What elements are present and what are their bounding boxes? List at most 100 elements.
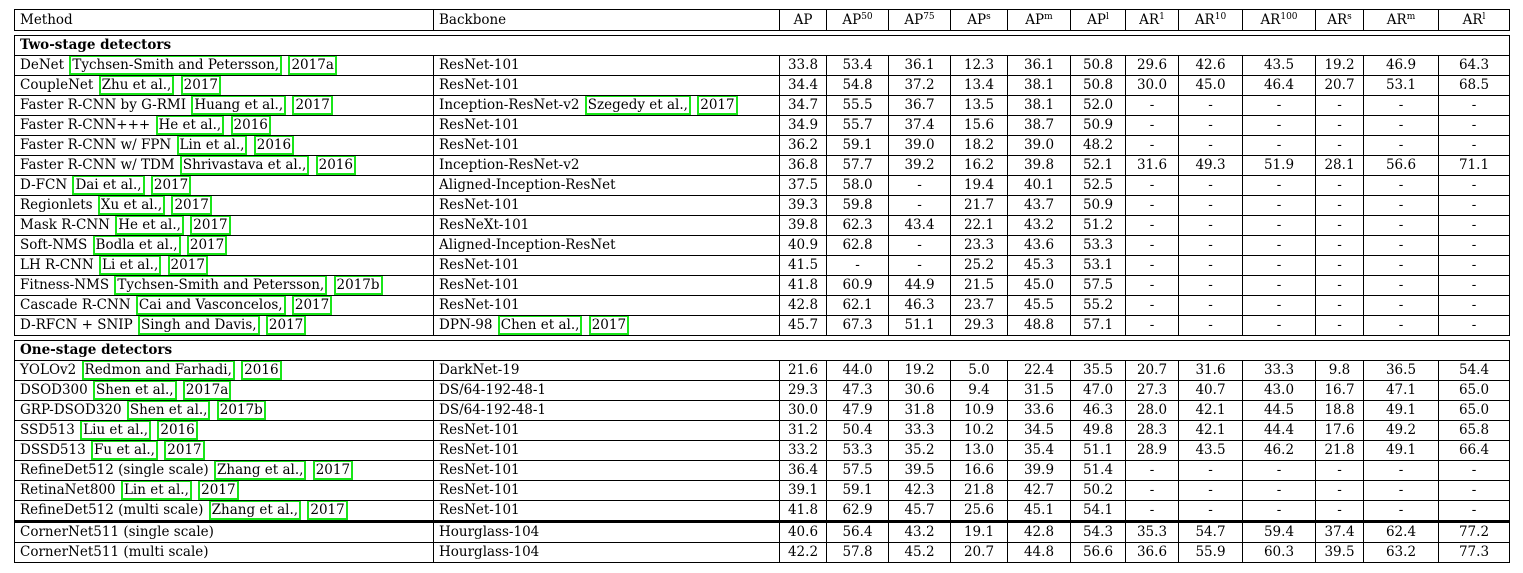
citation-link[interactable]: 2017b <box>216 401 266 420</box>
value-cell: - <box>1438 135 1510 156</box>
citation-link[interactable]: 2017a <box>182 381 232 400</box>
table-row: Faster R-CNN by G-RMI Huang et al., 2017… <box>14 95 1510 116</box>
table-row: Faster R-CNN w/ FPN Lin et al., 2016 ResN… <box>14 135 1510 156</box>
value-cell: - <box>1315 315 1364 336</box>
backbone-cell: ResNet-101 <box>433 255 780 276</box>
section-header-row: One-stage detectors <box>14 340 1510 361</box>
value-cell: 46.3 <box>1070 400 1126 421</box>
citation-link[interactable]: Fu et al., <box>90 441 158 460</box>
value-cell: - <box>1363 195 1439 216</box>
backbone-cell: ResNet-101 <box>433 460 780 481</box>
value-cell: 59.8 <box>826 195 889 216</box>
backbone-cell: DS/64-192-48-1 <box>433 400 780 421</box>
value-cell: - <box>1242 195 1316 216</box>
method-cell: DeNet Tychsen-Smith and Petersson, 2017a <box>14 55 434 76</box>
value-cell: - <box>826 255 889 276</box>
citation-link[interactable]: Cai and Vasconcelos, <box>135 296 286 315</box>
citation-link[interactable]: Redmon and Farhadi, <box>81 361 235 380</box>
citation-link[interactable]: Singh and Davis, <box>137 316 260 335</box>
citation-link[interactable]: 2017 <box>164 441 205 460</box>
cell-text <box>178 382 182 398</box>
value-cell: 67.3 <box>826 315 889 336</box>
metric-base: AR <box>1327 11 1348 28</box>
citation-link[interactable]: 2016 <box>241 361 282 380</box>
citation-link[interactable]: Lin et al., <box>176 136 248 155</box>
citation-link[interactable]: Shrivastava et al., <box>179 156 310 175</box>
citation-link[interactable]: 2017 <box>697 96 738 115</box>
cell-text <box>146 177 150 193</box>
citation-link[interactable]: He et al., <box>155 116 225 135</box>
citation-link[interactable]: Zhang et al., <box>208 501 302 520</box>
citation-link[interactable]: 2016 <box>315 156 356 175</box>
cell-text: D-FCN <box>20 177 72 193</box>
citation-link[interactable]: Xu et al., <box>97 196 166 215</box>
value-cell: - <box>1363 480 1439 501</box>
citation-link[interactable]: Zhu et al., <box>98 76 175 95</box>
value-cell: 38.1 <box>1007 95 1071 116</box>
backbone-cell: Aligned-Inception-ResNet <box>433 235 780 256</box>
citation-link[interactable]: He et al., <box>115 216 184 235</box>
value-cell: 49.1 <box>1363 400 1439 421</box>
citation-link[interactable]: 2017a <box>288 56 337 75</box>
cell-text <box>283 57 287 73</box>
citation-link[interactable]: 2016 <box>157 421 198 440</box>
citation-link[interactable]: Bodla et al., <box>92 236 181 255</box>
citation-link[interactable]: Tychsen-Smith and Petersson, <box>69 56 283 75</box>
citation-link[interactable]: Huang et al., <box>191 96 287 115</box>
value-cell: - <box>1363 175 1439 196</box>
metric-base: AR <box>1139 11 1160 28</box>
citation-link[interactable]: Lin et al., <box>120 481 192 500</box>
value-cell: 18.8 <box>1315 400 1364 421</box>
cell-text <box>261 317 265 333</box>
cell-text: DPN-98 <box>439 317 497 333</box>
value-cell: 56.6 <box>1070 542 1126 563</box>
citation-link[interactable]: Liu et al., <box>80 421 152 440</box>
value-cell: - <box>1178 175 1243 196</box>
value-cell: - <box>1125 315 1179 336</box>
citation-link[interactable]: 2017 <box>167 256 208 275</box>
cell-text: CoupleNet <box>20 77 98 93</box>
citation-link[interactable]: 2017 <box>198 481 239 500</box>
cell-text <box>182 237 186 253</box>
citation-link[interactable]: Szegedy et al., <box>584 96 691 115</box>
citation-link[interactable]: Shen et al., <box>126 401 211 420</box>
citation-link[interactable]: 2017b <box>333 276 383 295</box>
citation-link[interactable]: 2017 <box>312 461 354 480</box>
value-cell: - <box>1363 235 1439 256</box>
citation-link[interactable]: Li et al., <box>99 256 162 275</box>
citation-link[interactable]: 2017 <box>180 76 221 95</box>
citation-link[interactable]: 2017 <box>292 96 333 115</box>
citation-link[interactable]: Chen et al., <box>497 316 583 335</box>
citation-link[interactable]: 2017 <box>150 176 192 195</box>
citation-link[interactable]: 2017 <box>265 316 307 335</box>
value-cell: 39.0 <box>1007 135 1071 156</box>
value-cell: - <box>1315 95 1364 116</box>
citation-link[interactable]: Shen et al., <box>93 381 177 400</box>
cell-text <box>248 137 252 153</box>
citation-link[interactable]: 2017 <box>171 196 212 215</box>
citation-link[interactable]: 2017 <box>186 236 228 255</box>
value-cell: 45.7 <box>779 315 827 336</box>
value-cell: 35.5 <box>1070 360 1126 381</box>
results-table: Method Backbone AP AP50 AP75 APs APm APl AR1 AR10… <box>14 9 1510 563</box>
cell-text: DeNet <box>20 57 69 73</box>
cell-text: Faster R-CNN w/ FPN <box>20 137 176 153</box>
citation-link[interactable]: Zhang et al., <box>214 461 307 480</box>
citation-link[interactable]: 2016 <box>230 116 271 135</box>
citation-link[interactable]: 2017 <box>291 296 333 315</box>
cell-text: DSOD300 <box>20 382 93 398</box>
header-metric: AR100 <box>1242 9 1316 31</box>
value-cell: - <box>1315 480 1364 501</box>
cell-text: ResNet-101 <box>439 297 520 313</box>
metric-base: AP <box>842 11 862 28</box>
citation-link[interactable]: 2017 <box>307 501 348 520</box>
table-row: D-FCN Dai et al., 2017 Aligned-Inception-… <box>14 175 1510 196</box>
citation-link[interactable]: 2017 <box>190 216 231 235</box>
citation-link[interactable]: 2017 <box>588 316 630 335</box>
citation-link[interactable]: Dai et al., <box>72 176 145 195</box>
method-cell: CornerNet511 (multi scale) <box>14 542 434 563</box>
citation-link[interactable]: 2016 <box>253 136 295 155</box>
value-cell: - <box>1315 275 1364 296</box>
citation-link[interactable]: Tychsen-Smith and Petersson, <box>114 276 328 295</box>
value-cell: 55.9 <box>1178 542 1243 563</box>
